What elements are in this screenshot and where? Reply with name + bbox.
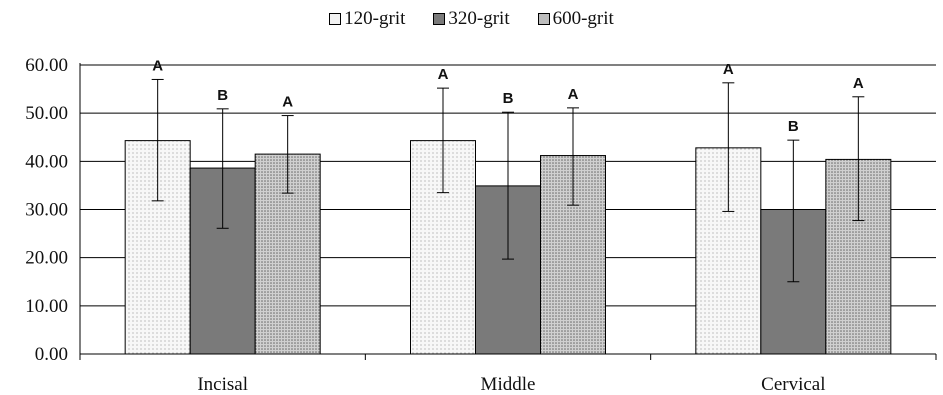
legend-item-600-grit: 600-grit xyxy=(537,8,614,30)
legend-swatch-120-grit xyxy=(329,13,342,25)
legend-swatch-600-grit xyxy=(537,13,550,25)
y-tick-label: 30.00 xyxy=(25,200,68,221)
x-category-label: Cervical xyxy=(761,374,825,395)
significance-label: A xyxy=(853,75,864,92)
y-tick-label: 10.00 xyxy=(25,296,68,317)
x-category-label: Incisal xyxy=(197,374,248,395)
legend: 120-grit 320-grit 600-grit xyxy=(0,8,943,30)
legend-item-120-grit: 120-grit xyxy=(329,8,405,30)
legend-label-320-grit: 320-grit xyxy=(448,8,510,29)
bar xyxy=(254,153,321,355)
legend-swatch-320-grit xyxy=(433,13,446,25)
y-tick-label: 0.00 xyxy=(35,344,68,365)
significance-label: B xyxy=(788,118,799,135)
y-tick-label: 20.00 xyxy=(25,248,68,269)
significance-label: B xyxy=(217,87,228,104)
significance-label: A xyxy=(723,61,734,78)
legend-item-320-grit: 320-grit xyxy=(433,8,510,30)
y-tick-label: 40.00 xyxy=(25,151,68,172)
legend-label-600-grit: 600-grit xyxy=(552,8,614,29)
significance-label: A xyxy=(152,57,163,74)
significance-label: A xyxy=(568,86,579,103)
significance-label: B xyxy=(503,90,514,107)
x-category-label: Middle xyxy=(481,374,536,395)
y-tick-label: 50.00 xyxy=(25,103,68,124)
significance-label: A xyxy=(282,94,293,111)
legend-label-120-grit: 120-grit xyxy=(344,8,406,29)
significance-label: A xyxy=(438,66,449,83)
y-tick-label: 60.00 xyxy=(25,55,68,76)
